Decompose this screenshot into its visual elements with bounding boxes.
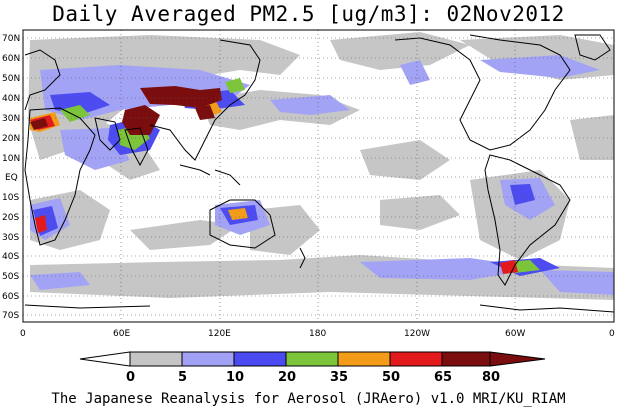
lon-label: 120W xyxy=(404,329,430,339)
colorbar-level: 50 xyxy=(382,370,400,385)
colorbar-segment xyxy=(285,351,339,367)
lon-label: 180 xyxy=(309,329,326,339)
graticule xyxy=(23,30,614,322)
lat-label: 50S xyxy=(2,272,19,282)
lat-label: 70S xyxy=(2,311,19,321)
colorbar: 0 5 10 20 35 50 65 80 xyxy=(79,351,546,385)
colorbar-segment xyxy=(441,351,491,367)
coastlines xyxy=(24,34,615,313)
latitude-labels: 70N 60N 50N 40N 30N 20N 10N EQ 10S 20S 3… xyxy=(2,34,20,321)
lat-label: 40S xyxy=(2,252,19,262)
colorbar-level: 35 xyxy=(330,370,348,385)
lat-label: 60S xyxy=(2,292,19,302)
credit-line: The Japanese Reanalysis for Aerosol (JRA… xyxy=(51,391,566,407)
lat-label: 20N xyxy=(2,134,20,144)
colorbar-level: 10 xyxy=(226,370,244,385)
map-panel xyxy=(22,29,615,323)
colorbar-segment xyxy=(337,351,391,367)
colorbar-segment xyxy=(79,351,131,367)
pm-level-above-80-fields xyxy=(30,86,222,135)
lon-label: 0 xyxy=(609,329,615,339)
colorbar-level: 80 xyxy=(482,370,500,385)
longitude-labels: 0 60E 120E 180 120W 60W 0 xyxy=(20,329,615,339)
lon-label: 60E xyxy=(113,329,130,339)
colorbar-segment xyxy=(181,351,235,367)
colorbar-level: 65 xyxy=(434,370,452,385)
colorbar-segment xyxy=(389,351,443,367)
lat-label: 50N xyxy=(2,74,20,84)
map-frame xyxy=(22,29,615,323)
lat-label: 20S xyxy=(2,213,19,223)
colorbar-segment xyxy=(129,351,183,367)
colorbar-segment xyxy=(489,351,546,367)
map-title: Daily Averaged PM2.5 [ug/m3]: 02Nov2012 xyxy=(52,2,565,26)
lat-label: EQ xyxy=(5,173,18,183)
lat-label: 10N xyxy=(2,154,20,164)
colorbar-level: 20 xyxy=(278,370,296,385)
lon-label: 120E xyxy=(208,329,231,339)
pm-level-5-10-fields xyxy=(28,32,614,300)
lat-label: 60N xyxy=(2,54,20,64)
lat-label: 30N xyxy=(2,114,20,124)
colorbar-segment xyxy=(233,351,287,367)
lat-label: 30S xyxy=(2,233,19,243)
lat-label: 40N xyxy=(2,94,20,104)
lon-label: 0 xyxy=(20,329,26,339)
lat-label: 10S xyxy=(2,193,19,203)
lat-label: 70N xyxy=(2,34,20,44)
lon-label: 60W xyxy=(505,329,525,339)
colorbar-level: 0 xyxy=(126,370,135,385)
colorbar-level: 5 xyxy=(178,370,187,385)
